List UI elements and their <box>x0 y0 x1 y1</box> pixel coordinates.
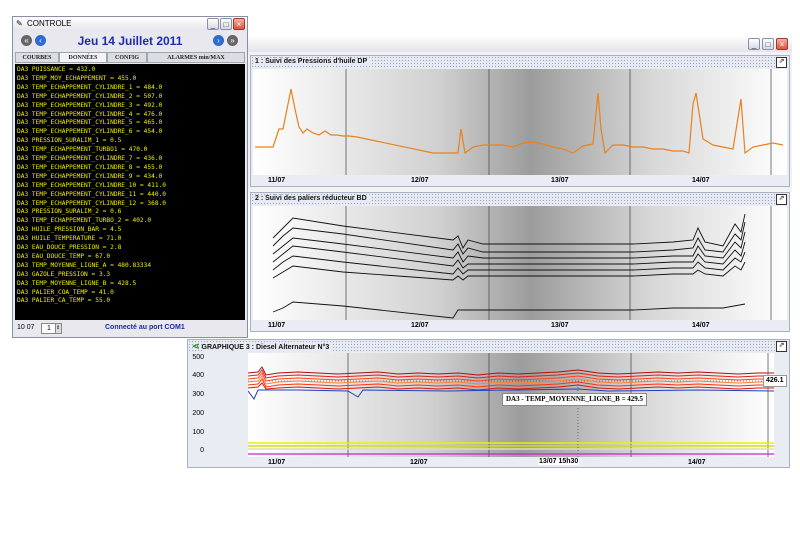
maximize-icon[interactable]: ⇗ <box>776 341 787 352</box>
plot-area-1[interactable] <box>253 69 787 175</box>
maximize-icon[interactable]: ⇗ <box>776 57 787 68</box>
y-label: 400 <box>192 372 204 379</box>
series-lines-red <box>247 366 775 455</box>
maximize-icon[interactable]: ⇗ <box>776 194 787 205</box>
x-label: 14/07 <box>692 322 710 329</box>
data-line: DA3 TEMP_ECHAPPEMENT_CYLINDRE_5 = 465.0 <box>17 119 163 127</box>
data-line: DA3 TEMP_ECHAPPEMENT_CYLINDRE_12 = 368.0 <box>17 199 167 207</box>
status-bar: 10 07 1 ⇕ Connecté au port COM1 <box>15 321 245 335</box>
data-line: DA3 PALIER_COA_TEMP = 41.0 <box>17 288 114 296</box>
spinner-arrows-icon[interactable]: ⇕ <box>55 323 62 334</box>
data-line: DA3 TEMP_ECHAPPEMENT_TURBO_2 = 402.0 <box>17 217 152 225</box>
data-line: DA3 TEMP_MOYENNE_LIGNE_B = 428.5 <box>17 279 137 287</box>
x-label: 11/07 <box>268 322 286 329</box>
x-label: 13/07 <box>551 322 569 329</box>
connection-status: Connecté au port COM1 <box>105 324 185 331</box>
panel-title-3: ⋖ GRAPHIQUE 3 : Diesel Alternateur N°3 <box>188 340 789 352</box>
tab-alarmes[interactable]: ALARMES min/MAX <box>147 52 245 63</box>
chart-panel-1: 1 : Suivi des Pressions d'huile DP ⇗ 11/… <box>250 55 790 187</box>
cursor-time-label: 13/07 15h30 <box>538 458 580 465</box>
y-label: 300 <box>192 391 204 398</box>
data-line: DA3 PRESSION_SURALIM_2 = 0.6 <box>17 208 122 216</box>
x-label: 14/07 <box>692 177 710 184</box>
y-label: 500 <box>192 354 204 361</box>
data-line: DA3 PALIER_CA_TEMP = 55.0 <box>17 297 111 305</box>
x-label: 11/07 <box>268 459 286 466</box>
chart-panel-2: 2 : Suivi des paliers réducteur BD ⇗ 11/… <box>250 192 790 332</box>
controle-window: ✎ CONTROLE _ □ × « ‹ Jeu 14 Juillet 2011… <box>12 16 248 338</box>
x-label: 12/07 <box>411 177 429 184</box>
status-time: 10 07 <box>17 324 35 331</box>
tab-donnees[interactable]: DONNÉES <box>59 52 107 63</box>
data-line: DA3 TEMP_ECHAPPEMENT_CYLINDRE_9 = 434.0 <box>17 172 163 180</box>
panel-title-1: 1 : Suivi des Pressions d'huile DP <box>251 56 789 68</box>
chart-3-svg <box>247 353 775 457</box>
minimize-button[interactable]: _ <box>748 38 760 50</box>
data-line: DA3 TEMP_ECHAPPEMENT_TURBO1 = 470.0 <box>17 146 148 154</box>
series-lines-black <box>272 213 746 319</box>
data-line: DA3 TEMP_ECHAPPEMENT_CYLINDRE_3 = 492.0 <box>17 101 163 109</box>
x-label: 12/07 <box>411 322 429 329</box>
data-line: DA3 PUISSANCE = 432.0 <box>17 66 96 73</box>
data-line: DA3 GAZOLE_PRESSION = 3.3 <box>17 270 111 278</box>
chart-1-svg <box>255 69 784 175</box>
controle-titlebar: ✎ CONTROLE _ □ × <box>13 17 247 31</box>
data-line: DA3 TEMP_ECHAPPEMENT_CYLINDRE_2 = 507.0 <box>17 92 163 100</box>
minimize-button[interactable]: _ <box>207 18 219 30</box>
y-label: 200 <box>192 410 204 417</box>
window-title: CONTROLE <box>27 19 72 28</box>
data-line: DA3 EAU_DOUCE_PRESSION = 2.8 <box>17 244 122 251</box>
close-button[interactable]: × <box>776 38 788 50</box>
data-line: DA3 TEMP_ECHAPPEMENT_CYLINDRE_1 = 484.0 <box>17 83 163 91</box>
last-day-icon[interactable]: » <box>227 35 238 46</box>
data-line: DA3 TEMP_ECHAPPEMENT_CYLINDRE_6 = 454.0 <box>17 128 163 136</box>
data-line: DA3 TEMP_ECHAPPEMENT_CYLINDRE_4 = 476.0 <box>17 110 163 118</box>
data-line: DA3 TEMP_ECHAPPEMENT_CYLINDRE_11 = 440.0 <box>17 190 167 198</box>
current-date: Jeu 14 Juillet 2011 <box>77 34 183 48</box>
app-icon: ✎ <box>16 19 23 28</box>
data-list: DA3 PUISSANCE = 432.0 DA3 TEMP_MOY_ECHAPP… <box>15 64 245 320</box>
data-tooltip: DA3 - TEMP_MOYENNE_LIGNE_B = 429.5 <box>502 393 648 406</box>
data-line: DA3 EAU_DOUCE_TEMP = 67.0 <box>17 252 111 260</box>
data-line: DA3 TEMP_MOY_ECHAPPEMENT = 455.0 <box>17 74 137 82</box>
data-line: DA3 HUILE_TEMPERATURE = 71.0 <box>17 235 122 243</box>
value-tag: 426.1 <box>763 375 787 387</box>
x-label: 13/07 <box>551 177 569 184</box>
close-button[interactable]: × <box>233 18 245 30</box>
data-line: DA3 TEMP_MOYENNE_LIGNE_A = 480.83334 <box>17 261 152 269</box>
series-line-orange <box>255 88 784 155</box>
first-day-icon[interactable]: « <box>21 35 32 46</box>
chart-panel-3: ⋖ GRAPHIQUE 3 : Diesel Alternateur N°3 ⇗… <box>187 339 790 468</box>
data-line: DA3 HUILE_PRESSION_BAR = 4.5 <box>17 226 122 234</box>
next-day-icon[interactable]: › <box>213 35 224 46</box>
data-line: DA3 TEMP_ECHAPPEMENT_CYLINDRE_7 = 436.0 <box>17 155 163 162</box>
x-label: 12/07 <box>410 459 428 466</box>
chart-2-svg <box>272 206 772 320</box>
maximize-button[interactable]: □ <box>762 38 774 50</box>
prev-day-icon[interactable]: ‹ <box>35 35 46 46</box>
y-label: 0 <box>200 447 204 454</box>
data-line: DA3 TEMP_ECHAPPEMENT_CYLINDRE_10 = 411.0 <box>17 181 167 189</box>
share-icon[interactable]: ⋖ <box>192 341 200 351</box>
panel-title-2: 2 : Suivi des paliers réducteur BD <box>251 193 789 205</box>
x-label: 11/07 <box>268 177 286 184</box>
y-label: 100 <box>192 429 204 436</box>
maximize-button[interactable]: □ <box>220 18 232 30</box>
tab-bar: COURBES DONNÉES CONFIG ALARMES min/MAX <box>15 52 245 63</box>
x-label: 14/07 <box>688 459 706 466</box>
data-line: DA3 PRESSION_SURALIM_1 = 0.5 <box>17 137 122 145</box>
plot-area-2[interactable] <box>253 206 787 320</box>
data-line: DA3 TEMP_ECHAPPEMENT_CYLINDRE_8 = 455.0 <box>17 163 163 171</box>
main-titlebar: _ □ × <box>248 36 792 52</box>
tab-config[interactable]: CONFIG <box>107 52 147 63</box>
tab-courbes[interactable]: COURBES <box>15 52 59 63</box>
